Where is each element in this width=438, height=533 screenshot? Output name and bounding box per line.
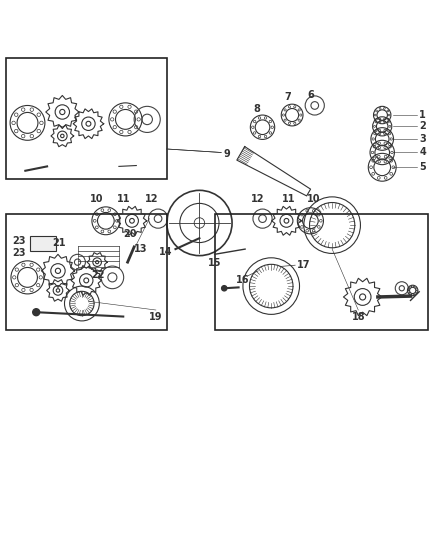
Text: 18: 18: [351, 312, 365, 322]
Text: 9: 9: [223, 149, 230, 159]
Text: 21: 21: [53, 238, 66, 247]
Text: 23: 23: [12, 236, 25, 246]
Text: 6: 6: [307, 90, 314, 100]
Text: 17: 17: [297, 260, 311, 270]
Text: 2: 2: [419, 122, 426, 131]
Text: 16: 16: [236, 274, 250, 285]
Text: 22: 22: [91, 270, 105, 280]
Text: 12: 12: [145, 194, 158, 204]
Text: 7: 7: [284, 92, 291, 102]
Bar: [30, 236, 56, 251]
Bar: [6, 58, 167, 180]
Text: 11: 11: [117, 194, 130, 204]
Text: 19: 19: [149, 312, 162, 322]
Text: 1: 1: [419, 110, 426, 120]
Circle shape: [222, 286, 227, 291]
Text: 23: 23: [12, 248, 25, 259]
Text: 3: 3: [419, 134, 426, 144]
Text: 14: 14: [159, 247, 172, 257]
Circle shape: [33, 309, 40, 316]
Bar: [6, 214, 167, 329]
Text: 8: 8: [254, 104, 261, 114]
Text: 4: 4: [419, 148, 426, 157]
Text: 13: 13: [134, 244, 148, 254]
Text: 11: 11: [282, 194, 295, 204]
Text: 10: 10: [307, 194, 321, 204]
Bar: [215, 214, 428, 329]
Text: 10: 10: [90, 194, 104, 204]
Text: 12: 12: [251, 194, 265, 204]
Text: 15: 15: [208, 258, 221, 268]
Text: 20: 20: [123, 229, 137, 239]
Text: 5: 5: [419, 162, 426, 172]
